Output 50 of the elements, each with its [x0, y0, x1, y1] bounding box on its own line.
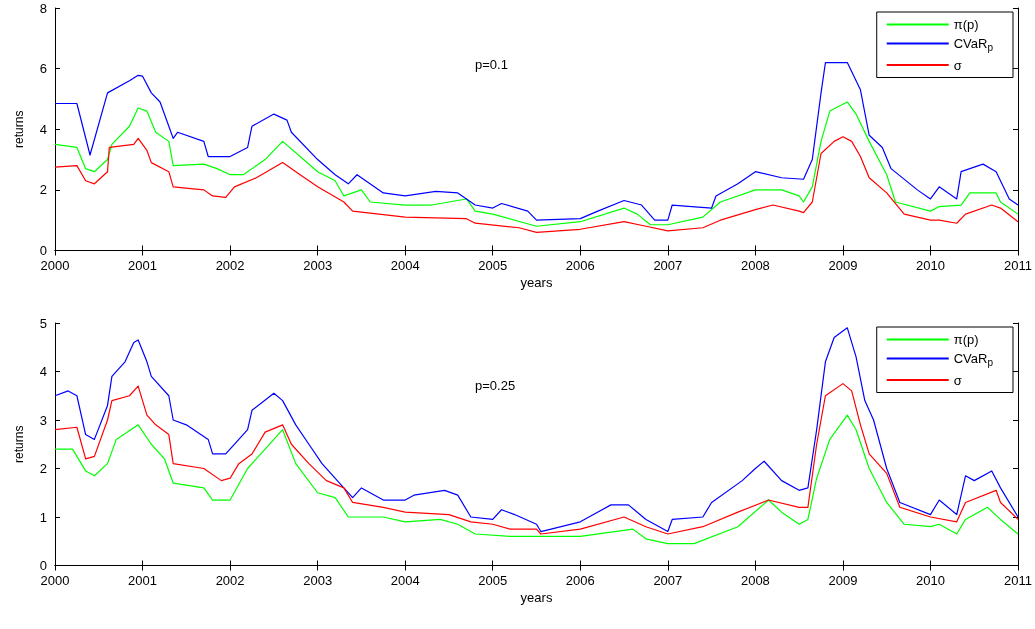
x-tick-label: 2004: [390, 572, 420, 587]
x-axis-title: years: [520, 275, 553, 291]
x-tick-label: 2009: [828, 572, 858, 587]
x-tick-label: 2004: [390, 257, 420, 273]
line-series: [54, 61, 1019, 221]
annotation: p=0.1: [475, 57, 508, 72]
x-tick-label: 2001: [128, 572, 158, 587]
x-tick-label: 2007: [653, 257, 683, 273]
x-axis-title: years: [520, 589, 553, 605]
x-tick-label: 2009: [828, 257, 858, 273]
x-tick-label: 2005: [478, 257, 508, 273]
y-tick-label: 1: [39, 509, 47, 524]
x-tick-label: 2003: [303, 257, 333, 273]
y-tick-label: 3: [39, 412, 47, 427]
x-tick-label: 2005: [478, 572, 508, 587]
line-series: [54, 136, 1019, 233]
y-tick-label: 2: [39, 182, 47, 198]
legend-label: π(p): [953, 331, 979, 347]
y-axis-title: returns: [12, 110, 26, 148]
x-tick-label: 2001: [128, 257, 158, 273]
line-series: [54, 326, 1019, 532]
x-tick-label: 2006: [565, 572, 595, 587]
x-tick-label: 2011: [1004, 257, 1033, 273]
x-tick-label: 2002: [215, 572, 245, 587]
x-tick-label: 2006: [565, 257, 595, 273]
x-tick-label: 2008: [740, 257, 770, 273]
annotation: p=0.25: [475, 377, 516, 393]
y-tick-label: 2: [39, 460, 47, 476]
y-tick-label: 8: [39, 0, 47, 16]
x-tick-label: 2000: [40, 572, 70, 587]
y-tick-label: 4: [39, 363, 47, 379]
y-axis-title: returns: [12, 425, 26, 463]
line-series: [54, 101, 1019, 227]
x-tick-label: 2000: [40, 257, 70, 273]
legend-label: σ: [953, 57, 962, 73]
x-tick-label: 2010: [916, 257, 945, 273]
x-tick-label: 2008: [740, 572, 770, 587]
legend-label: π(p): [953, 17, 979, 32]
x-tick-label: 2003: [303, 572, 333, 587]
y-tick-label: 6: [39, 61, 47, 77]
y-tick-label: 0: [39, 557, 47, 573]
y-tick-label: 4: [39, 121, 47, 137]
y-tick-label: 0: [39, 243, 47, 258]
x-tick-label: 2002: [215, 257, 245, 273]
x-tick-label: 2010: [916, 572, 945, 587]
line-series: [54, 414, 1019, 544]
y-tick-label: 5: [39, 315, 47, 330]
legend-label: σ: [953, 372, 962, 387]
x-tick-label: 2007: [653, 572, 683, 587]
x-tick-label: 2011: [1004, 572, 1033, 587]
